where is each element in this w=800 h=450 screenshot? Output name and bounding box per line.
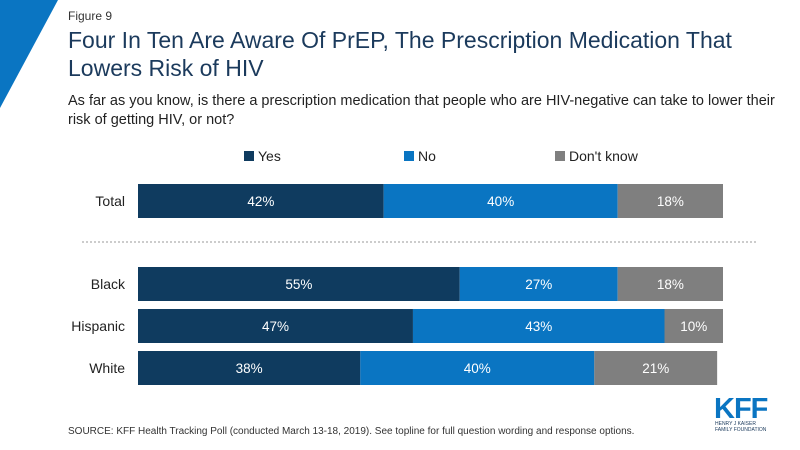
bar-white-don-t-know	[594, 351, 718, 385]
bar-hispanic-yes	[138, 309, 413, 343]
legend-swatch-no	[404, 151, 414, 161]
kff-logo: KFF HENRY J KAISER FAMILY FOUNDATION	[714, 393, 769, 433]
data-label-white-don-t-know: 21%	[642, 361, 669, 376]
bar-white-no	[360, 351, 595, 385]
chart-title: Four In Ten Are Aware Of PrEP, The Presc…	[68, 27, 732, 81]
category-label-total: Total	[95, 193, 125, 209]
data-label-black-don-t-know: 18%	[657, 277, 684, 292]
logo-subtext-1: HENRY J KAISER	[715, 421, 756, 427]
bar-hispanic-no	[412, 309, 665, 343]
data-label-hispanic-don-t-know: 10%	[680, 319, 707, 334]
category-label-white: White	[89, 360, 125, 376]
corner-accent-shape	[0, 0, 58, 108]
category-label-black: Black	[91, 276, 126, 292]
logo-subtext-2: FAMILY FOUNDATION	[715, 427, 767, 433]
figure-label: Figure 9	[68, 9, 113, 23]
bar-total-yes	[138, 184, 384, 218]
data-label-total-don-t-know: 18%	[657, 194, 684, 209]
bar-black-don-t-know	[617, 267, 723, 301]
data-label-hispanic-yes: 47%	[262, 319, 289, 334]
data-label-black-no: 27%	[525, 277, 552, 292]
legend-item-yes: Yes	[244, 148, 281, 164]
data-label-hispanic-no: 43%	[525, 319, 552, 334]
data-label-white-yes: 38%	[236, 361, 263, 376]
data-label-black-yes: 55%	[285, 277, 312, 292]
bar-total-don-t-know	[617, 184, 723, 218]
legend-item-no: No	[404, 148, 436, 164]
bar-hispanic-don-t-know	[664, 309, 723, 343]
legend-item-dont-know: Don't know	[555, 148, 638, 164]
data-label-total-yes: 42%	[247, 194, 274, 209]
stacked-bar-chart: Total 42% 40% 18% Black 55% 27% 18% Hispanic 47% 4…	[71, 184, 758, 385]
legend: Yes No Don't know	[0, 148, 800, 168]
legend-swatch-dont-know	[555, 151, 565, 161]
data-label-white-no: 40%	[464, 361, 491, 376]
bar-total-no	[383, 184, 618, 218]
bar-white-yes	[138, 351, 361, 385]
bar-black-yes	[138, 267, 460, 301]
legend-label-dont-know: Don't know	[569, 148, 638, 164]
bar-black-no	[459, 267, 618, 301]
data-label-total-no: 40%	[487, 194, 514, 209]
legend-label-no: No	[418, 148, 436, 164]
source-note: SOURCE: KFF Health Tracking Poll (conduc…	[68, 426, 635, 437]
legend-label-yes: Yes	[258, 148, 281, 164]
chart-subtitle: As far as you know, is there a prescript…	[68, 93, 775, 128]
legend-swatch-yes	[244, 151, 254, 161]
category-label-hispanic: Hispanic	[71, 318, 125, 334]
logo-text: KFF	[714, 393, 768, 425]
